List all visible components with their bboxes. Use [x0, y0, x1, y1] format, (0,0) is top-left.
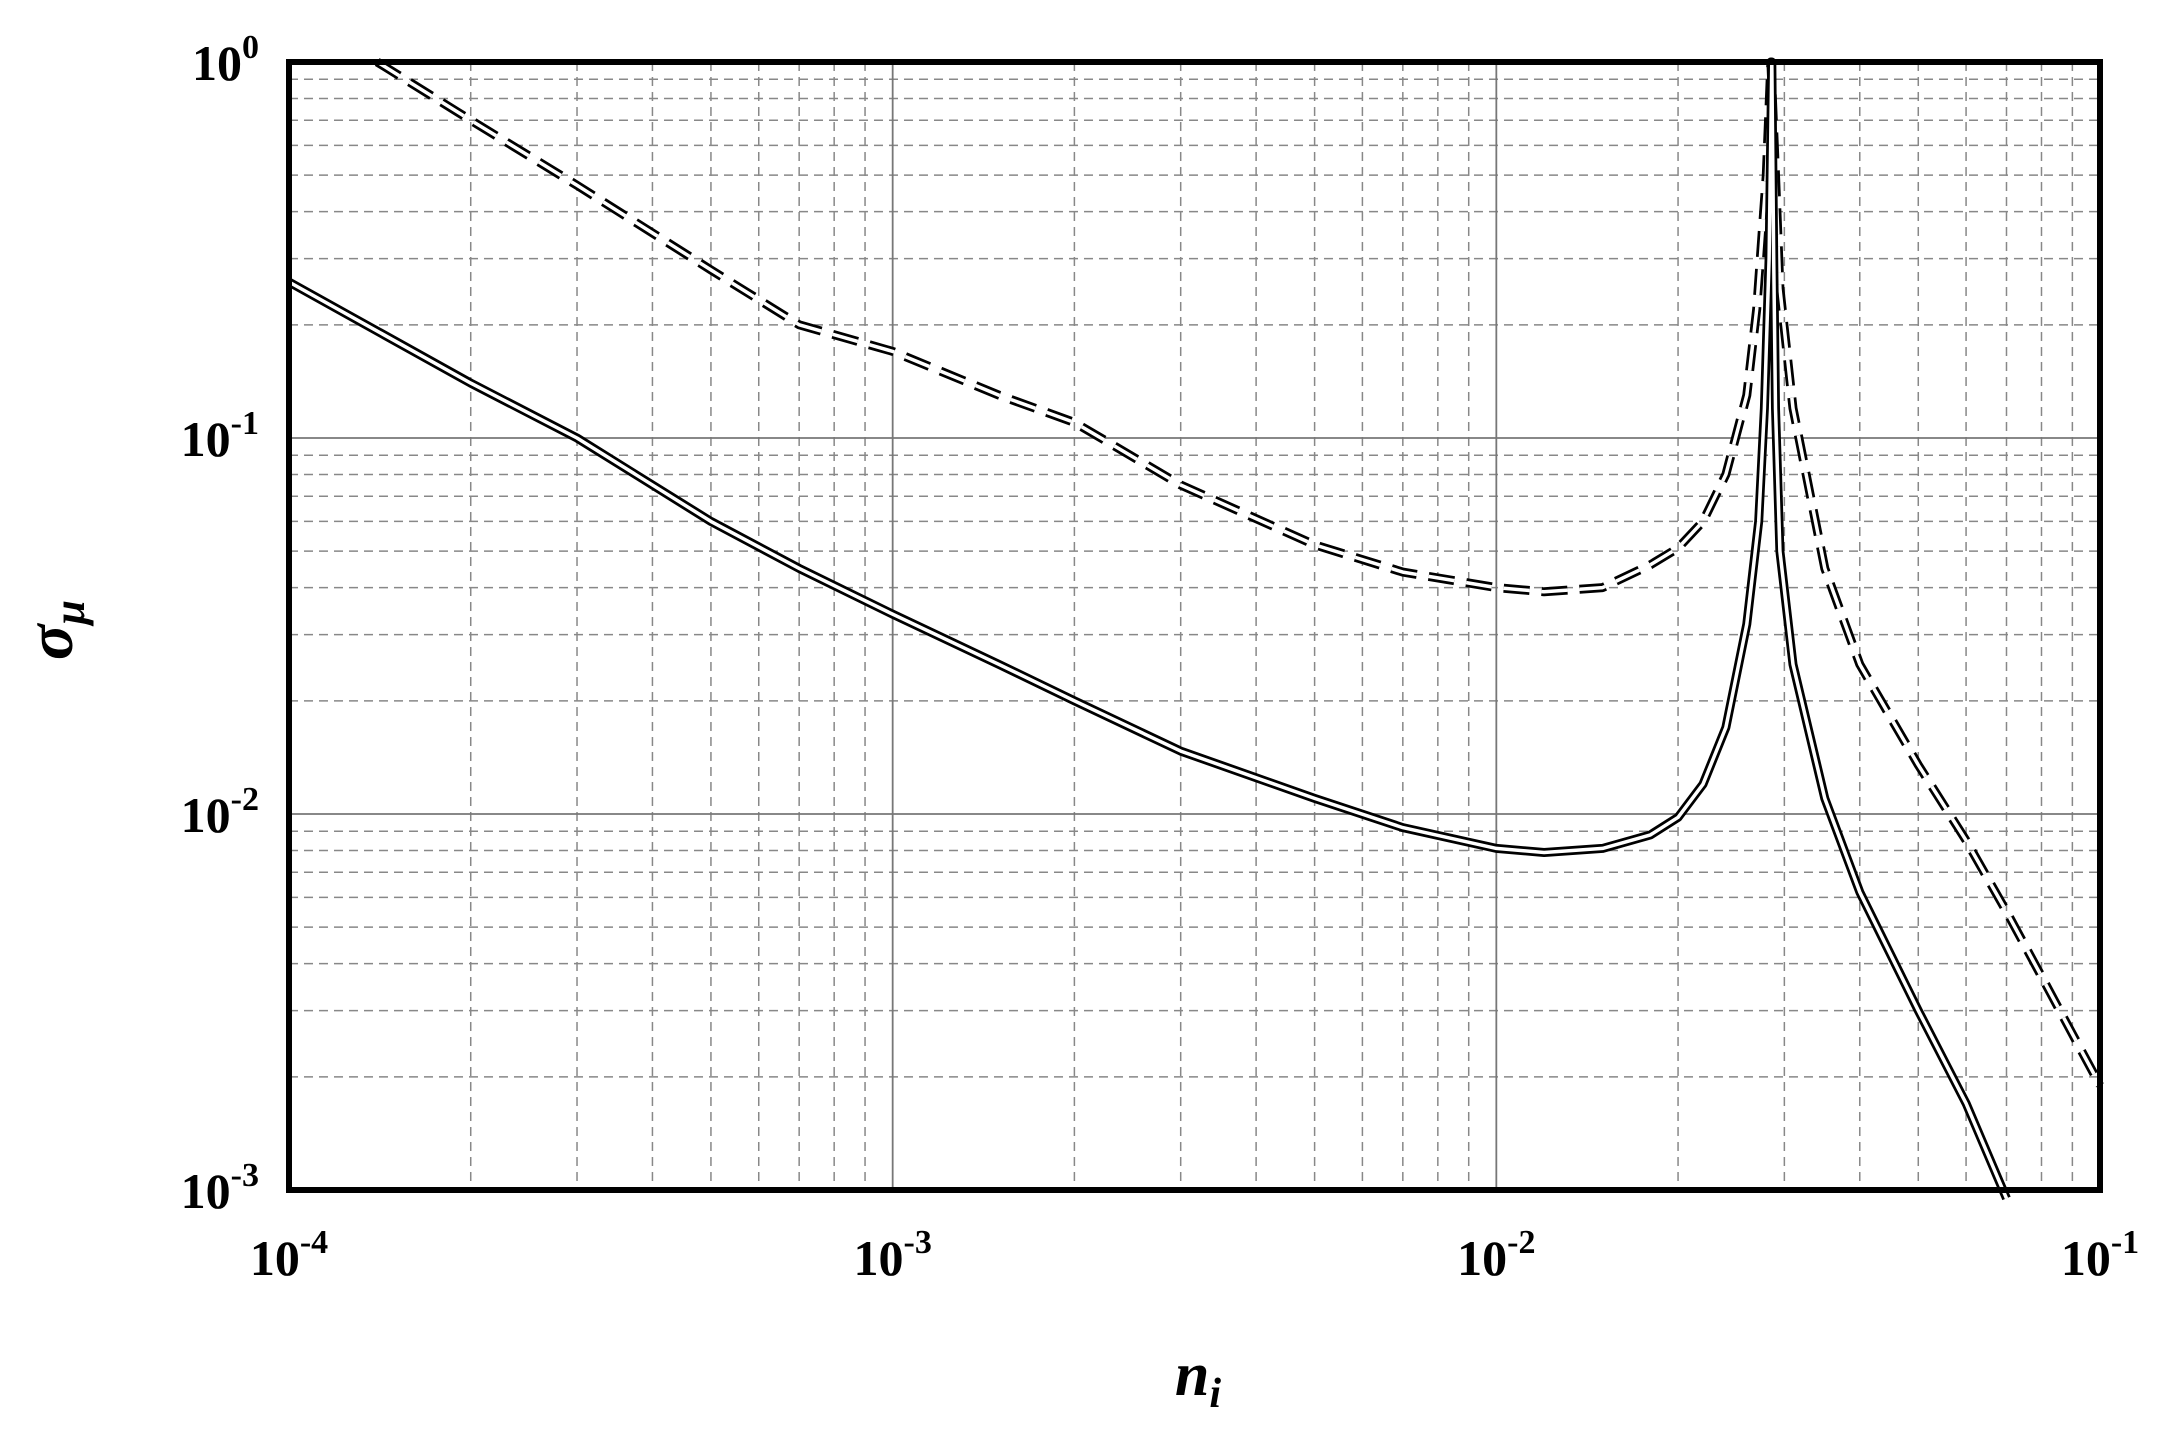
y-tick-label-exponent: -3 — [231, 1157, 259, 1194]
series-1 — [374, 57, 2104, 1088]
plot-frame — [286, 59, 2103, 1193]
x-tick-label: 10-3 — [854, 1224, 932, 1286]
y-tick-label-base: 10 — [181, 787, 231, 843]
x-tick-label-exponent: -1 — [2111, 1224, 2139, 1261]
x-tick-label: 10-4 — [250, 1224, 328, 1286]
x-axis-label-sub: i — [1209, 1371, 1221, 1417]
y-tick-label-exponent: -1 — [231, 405, 259, 442]
x-tick-label-exponent: -2 — [1507, 1224, 1535, 1261]
x-tick-label: 10-2 — [1457, 1224, 1535, 1286]
x-axis-label-main: n — [1175, 1341, 1209, 1409]
series-2 — [286, 57, 2011, 1201]
y-tick-label: 10-2 — [181, 781, 259, 843]
x-tick-label-base: 10 — [250, 1230, 300, 1286]
x-tick-label-exponent: -4 — [300, 1224, 328, 1261]
y-tick-label-exponent: 0 — [242, 29, 259, 66]
minor-grid — [289, 62, 2100, 1190]
y-axis-label: σμ — [14, 600, 94, 660]
x-tick-label: 10-1 — [2061, 1224, 2139, 1286]
y-tick-label-base: 10 — [181, 411, 231, 467]
x-tick-label-base: 10 — [2061, 1230, 2111, 1286]
x-tick-label-exponent: -3 — [904, 1224, 932, 1261]
y-axis-label-main: σ — [14, 622, 87, 660]
y-axis-label-sub: μ — [45, 600, 94, 626]
x-tick-labels: 10-4 10-3 10-2 10-1 — [250, 1224, 2139, 1286]
x-tick-label-base: 10 — [1457, 1230, 1507, 1286]
series-2-inner-line — [288, 60, 2009, 1200]
y-tick-label-exponent: -2 — [231, 781, 259, 818]
x-tick-label-base: 10 — [854, 1230, 904, 1286]
series-1-inner-line — [376, 60, 2102, 1087]
series-layer — [286, 57, 2104, 1201]
y-tick-label: 100 — [192, 29, 259, 91]
x-axis-label: ni — [1175, 1341, 1221, 1417]
y-tick-label-base: 10 — [181, 1163, 231, 1219]
y-tick-label-base: 10 — [192, 35, 242, 91]
y-tick-label: 10-3 — [181, 1157, 259, 1219]
y-tick-label: 10-1 — [181, 405, 259, 467]
